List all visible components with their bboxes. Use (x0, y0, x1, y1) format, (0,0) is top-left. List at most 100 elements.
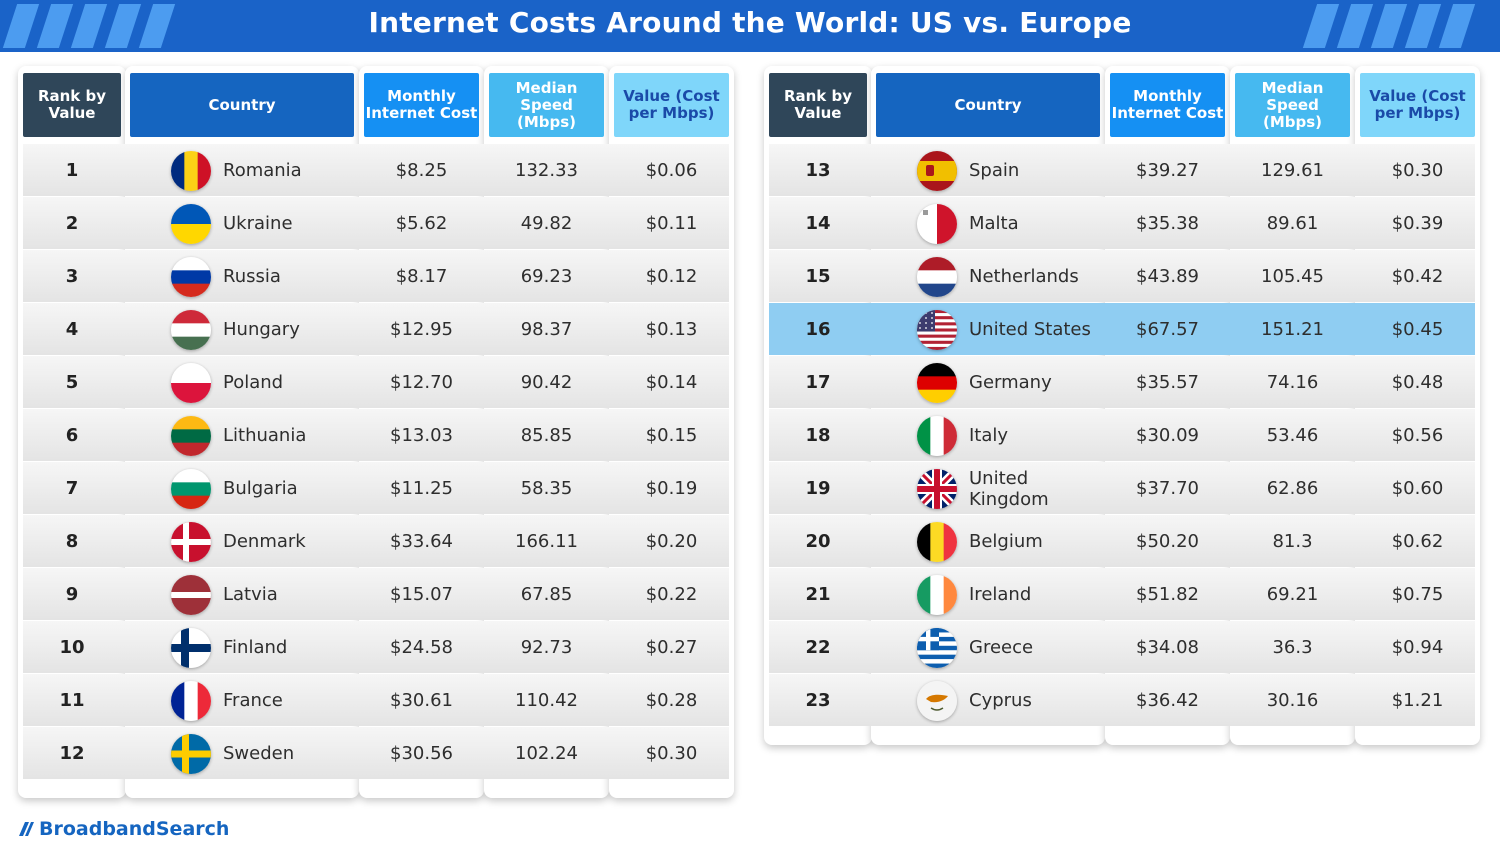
speed-column-header: Median Speed (Mbps) (489, 73, 604, 137)
cost-column-header: Monthly Internet Cost (1110, 73, 1225, 137)
country-cell: United States (917, 303, 1105, 356)
country-cell: Belgium (917, 515, 1105, 568)
rank-cell: 22 (805, 637, 831, 658)
speed-cell: 151.21 (1261, 319, 1324, 340)
germany-flag-icon (917, 362, 957, 403)
country-cell: Lithuania (171, 409, 359, 462)
value-cell: $1.21 (1391, 690, 1444, 711)
value-column-header: Value (Cost per Mbps) (1360, 73, 1475, 137)
rank-cell: 10 (59, 637, 85, 658)
country-cell: Russia (171, 250, 359, 303)
country-name: Lithuania (223, 425, 307, 446)
speed-cell: 53.46 (1266, 425, 1319, 446)
russia-flag-icon (171, 256, 211, 297)
rank-cell: 7 (65, 478, 79, 499)
speed-cell: 69.23 (520, 266, 573, 287)
country-column-header: Country (130, 73, 354, 137)
belgium-flag-icon (917, 521, 957, 562)
speed-cell: 129.61 (1261, 160, 1324, 181)
table-row (769, 303, 1475, 355)
rank-cell: 8 (65, 531, 79, 552)
cost-cell: $39.27 (1136, 160, 1199, 181)
ranking-table-left: Rank by Value Country Monthly Internet Cos… (18, 66, 734, 798)
cost-cell: $15.07 (390, 584, 453, 605)
table-row (769, 462, 1475, 514)
country-cell: United Kingdom (917, 462, 1105, 515)
speed-cell: 85.85 (520, 425, 573, 446)
rank-column-header: Rank by Value (23, 73, 121, 137)
country-name: Latvia (223, 584, 278, 605)
united-states-flag-icon (917, 309, 957, 350)
table-row (769, 356, 1475, 408)
spain-flag-icon (917, 150, 957, 191)
finland-flag-icon (171, 627, 211, 668)
country-name: Netherlands (969, 266, 1079, 287)
table-row (769, 144, 1475, 196)
country-cell: Ukraine (171, 197, 359, 250)
cost-cell: $12.95 (390, 319, 453, 340)
table-row (769, 621, 1475, 673)
country-cell: Sweden (171, 727, 359, 780)
malta-flag-icon (917, 203, 957, 244)
table-row (23, 356, 729, 408)
country-cell: Italy (917, 409, 1105, 462)
latvia-flag-icon (171, 574, 211, 615)
broadbandsearch-logo: BroadbandSearch (16, 816, 229, 842)
value-cell: $0.11 (645, 213, 698, 234)
cost-cell: $43.89 (1136, 266, 1199, 287)
speed-cell: 102.24 (515, 743, 578, 764)
country-column-header: Country (876, 73, 1100, 137)
rank-cell: 11 (59, 690, 85, 711)
country-cell: Bulgaria (171, 462, 359, 515)
speed-cell: 67.85 (520, 584, 573, 605)
cost-cell: $5.62 (395, 213, 448, 234)
country-cell: Netherlands (917, 250, 1105, 303)
speed-column-header: Median Speed (Mbps) (1235, 73, 1350, 137)
rank-cell: 15 (805, 266, 831, 287)
country-name: Germany (969, 372, 1052, 393)
country-name: Spain (969, 160, 1020, 181)
country-name: Russia (223, 266, 281, 287)
cost-cell: $33.64 (390, 531, 453, 552)
speed-cell: 69.21 (1266, 584, 1319, 605)
value-cell: $0.94 (1391, 637, 1444, 658)
speed-cell: 89.61 (1266, 213, 1319, 234)
country-name: Finland (223, 637, 288, 658)
ukraine-flag-icon (171, 203, 211, 244)
country-cell: Ireland (917, 568, 1105, 621)
speed-cell: 90.42 (520, 372, 573, 393)
rank-cell: 12 (59, 743, 85, 764)
country-cell: Romania (171, 144, 359, 197)
value-cell: $0.60 (1391, 478, 1444, 499)
country-cell: France (171, 674, 359, 727)
rank-cell: 18 (805, 425, 831, 446)
cost-cell: $30.61 (390, 690, 453, 711)
rank-cell: 14 (805, 213, 831, 234)
value-cell: $0.27 (645, 637, 698, 658)
brand-name: BroadbandSearch (39, 818, 230, 840)
brand-mark-icon (19, 822, 34, 836)
sweden-flag-icon (171, 733, 211, 774)
speed-cell: 62.86 (1266, 478, 1319, 499)
table-row (23, 409, 729, 461)
speed-cell: 74.16 (1266, 372, 1319, 393)
table-row (23, 303, 729, 355)
value-cell: $0.42 (1391, 266, 1444, 287)
cost-cell: $37.70 (1136, 478, 1199, 499)
romania-flag-icon (171, 150, 211, 191)
speed-cell: 166.11 (515, 531, 578, 552)
rank-cell: 17 (805, 372, 831, 393)
country-name: Poland (223, 372, 284, 393)
table-row (23, 197, 729, 249)
country-cell: Spain (917, 144, 1105, 197)
cost-cell: $30.09 (1136, 425, 1199, 446)
country-name: Ukraine (223, 213, 293, 234)
cost-cell: $51.82 (1136, 584, 1199, 605)
rank-cell: 3 (65, 266, 79, 287)
country-name: Malta (969, 213, 1019, 234)
table-row (23, 250, 729, 302)
title-banner: Internet Costs Around the World: US vs. … (0, 0, 1500, 52)
rank-cell: 20 (805, 531, 831, 552)
rank-cell: 9 (65, 584, 79, 605)
table-row (23, 462, 729, 514)
